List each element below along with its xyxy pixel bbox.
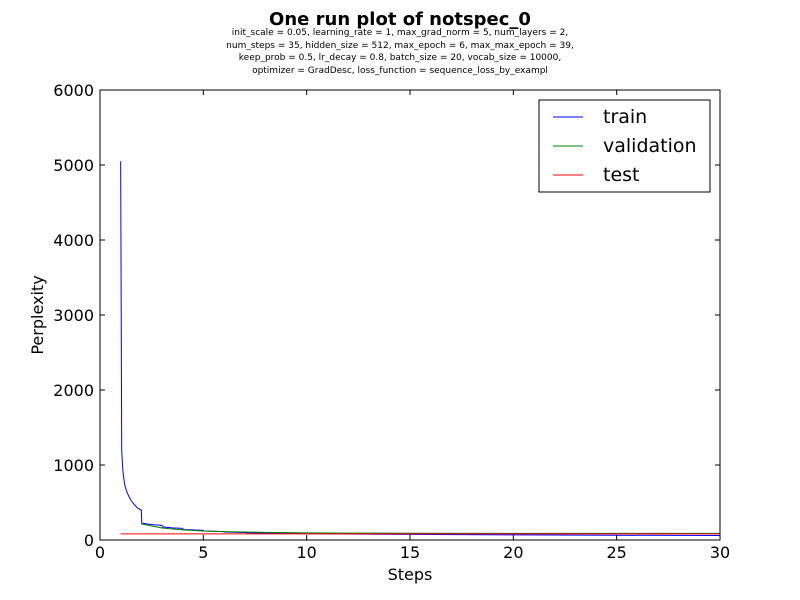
series-line-train bbox=[120, 161, 721, 536]
y-tick-label: 1000 bbox=[53, 456, 94, 475]
y-tick-label: 6000 bbox=[53, 81, 94, 100]
legend: train validation test bbox=[538, 99, 711, 193]
x-tick-label: 20 bbox=[503, 543, 523, 562]
y-tick-label: 2000 bbox=[53, 381, 94, 400]
x-tick-label: 30 bbox=[710, 543, 730, 562]
y-tick-label: 0 bbox=[84, 531, 94, 550]
legend-label-validation: validation bbox=[603, 135, 697, 157]
axis-ticks: 0 5 10 15 20 25 30 0 1000 2000 3000 4000 5000 6000 bbox=[53, 81, 730, 562]
subtitle-line: num_steps = 35, hidden_size = 512, max_e… bbox=[226, 40, 574, 51]
series-line-validation bbox=[141, 523, 720, 534]
legend-label-train: train bbox=[603, 106, 647, 128]
chart-subtitle: init_scale = 0.05, learning_rate = 1, ma… bbox=[0, 27, 800, 77]
x-tick-label: 25 bbox=[606, 543, 626, 562]
chart-title: One run plot of notspec_0 bbox=[269, 9, 531, 30]
legend-label-test: test bbox=[603, 164, 640, 186]
x-tick-label: 5 bbox=[198, 543, 208, 562]
x-axis-label: Steps bbox=[388, 565, 433, 584]
x-tick-label: 0 bbox=[95, 543, 105, 562]
subtitle-line: init_scale = 0.05, learning_rate = 1, ma… bbox=[231, 28, 569, 38]
subtitle-line: keep_prob = 0.5, lr_decay = 0.8, batch_s… bbox=[238, 53, 562, 63]
series-layer bbox=[120, 161, 721, 536]
y-tick-label: 3000 bbox=[53, 306, 94, 325]
x-tick-label: 10 bbox=[296, 543, 316, 562]
y-tick-label: 5000 bbox=[53, 156, 94, 175]
x-tick-label: 15 bbox=[400, 543, 420, 562]
y-tick-label: 4000 bbox=[53, 231, 94, 250]
subtitle-line: optimizer = GradDesc, loss_function = se… bbox=[252, 65, 548, 76]
y-axis-label: Perplexity bbox=[28, 275, 47, 354]
